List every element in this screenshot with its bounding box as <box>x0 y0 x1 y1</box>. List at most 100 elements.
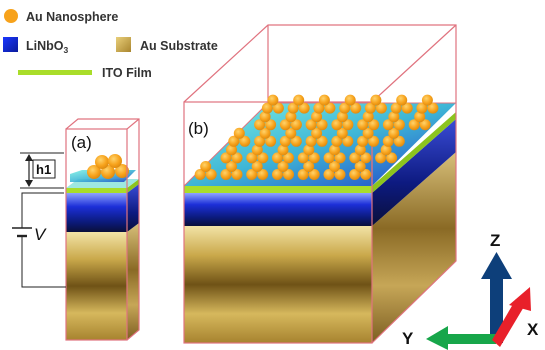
panel-b-nanosphere <box>308 152 320 164</box>
panel-b-nanosphere <box>350 102 362 114</box>
panel-b-nanosphere <box>419 119 431 131</box>
axis-z-shaft <box>490 276 503 343</box>
panel-a-nanosphere <box>95 155 109 169</box>
legend: Au Nanosphere LiNbO3 Au Substrate ITO Fi… <box>3 9 218 80</box>
panel-b-nanosphere <box>254 135 266 147</box>
panel-b-nanosphere <box>329 144 341 156</box>
panel-b-nanosphere <box>334 169 346 180</box>
panel-a-substrate-side <box>127 223 139 340</box>
legend-nanosphere-label: Au Nanosphere <box>26 10 118 24</box>
panel-b-nanosphere <box>239 135 251 147</box>
panel-b-outline <box>183 24 457 344</box>
panel-b-nanosphere <box>370 94 382 106</box>
panel-b-nanosphere <box>272 152 283 164</box>
panel-b-nanosphere <box>231 152 243 164</box>
panel-b-nanosphere <box>331 119 343 131</box>
panel-b-nanosphere <box>233 127 245 139</box>
voltage-label: V <box>34 225 47 244</box>
axis-y-shaft <box>446 334 496 344</box>
panel-b-device: (b) <box>183 24 457 344</box>
panel-b-nanosphere <box>283 152 294 164</box>
panel-b-nanosphere <box>323 152 335 164</box>
panel-b-nanosphere <box>313 102 325 114</box>
panel-b-nanosphere <box>386 152 398 164</box>
panel-b-nanosphere <box>354 144 366 156</box>
panel-a-label: (a) <box>71 133 92 152</box>
panel-b-label: (b) <box>188 119 209 138</box>
panel-b-nanosphere <box>396 94 408 106</box>
panel-b-nanosphere <box>368 119 380 131</box>
axis-x-arrowhead <box>509 287 531 311</box>
panel-b-nanosphere <box>259 127 271 139</box>
legend-substrate-label: Au Substrate <box>140 39 218 53</box>
panel-b-nanosphere <box>231 169 243 180</box>
panel-b-nanosphere <box>388 111 400 123</box>
panel-b-nanosphere <box>357 135 369 147</box>
panel-b-linbo3-side <box>372 119 456 226</box>
panel-b-nanosphere <box>349 169 361 180</box>
panel-a-ito-side <box>127 179 139 193</box>
panel-b-nanosphere <box>303 144 315 156</box>
axis-x-label: X <box>527 320 539 339</box>
panel-a-ito-film <box>66 188 127 193</box>
panel-b-nanosphere <box>375 102 387 114</box>
voltage-circuit <box>12 192 66 288</box>
panel-a-device: (a) <box>65 118 140 341</box>
coordinate-axes: Z Y X <box>402 231 539 350</box>
panel-b-nanosphere <box>261 102 273 114</box>
legend-linbo3-label: LiNbO3 <box>26 39 69 55</box>
panel-b-nanosphere <box>323 169 335 180</box>
panel-b-nanosphere <box>254 119 266 131</box>
panel-b-nanosphere <box>303 161 315 172</box>
panel-b-nanosphere <box>388 127 400 139</box>
panel-b-nanosphere <box>220 152 232 164</box>
panel-b-nanosphere <box>360 169 372 180</box>
panel-b-nanosphere <box>290 135 302 147</box>
panel-b-nanosphere <box>298 102 310 114</box>
panel-b-nanosphere <box>362 111 374 123</box>
panel-a-linbo3-side <box>127 184 139 232</box>
panel-b-nanosphere <box>257 152 269 164</box>
panel-a-substrate-front <box>66 232 127 340</box>
panel-b-nanosphere <box>285 111 297 123</box>
panel-b-nanosphere <box>364 102 376 114</box>
panel-b-nanosphere <box>279 135 291 147</box>
panel-b-nanosphere <box>368 135 380 147</box>
legend-linbo3-swatch <box>3 37 18 52</box>
panel-a-linbo3-front <box>66 193 127 232</box>
legend-nanosphere-swatch <box>4 9 18 23</box>
panel-b-nanosphere <box>382 119 394 131</box>
panel-b-nanosphere <box>277 161 289 172</box>
height-label: h1 <box>36 162 51 177</box>
panel-b-substrate-side <box>372 152 456 343</box>
panel-b-nanosphere <box>228 135 240 147</box>
panel-b-nanosphere <box>265 119 277 131</box>
panel-b-nanosphere <box>305 119 317 131</box>
panel-a-nanosphere <box>115 164 129 178</box>
legend-substrate-swatch <box>116 37 131 52</box>
panel-b-nanosphere-array <box>194 94 439 180</box>
panel-b-nanosphere <box>336 111 348 123</box>
panel-b-nanosphere <box>205 169 217 180</box>
panel-b-nanosphere <box>277 144 289 156</box>
panel-b-nanosphere <box>331 135 343 147</box>
legend-ito-label: ITO Film <box>102 66 152 80</box>
panel-b-nanosphere <box>290 119 302 131</box>
panel-b-nanosphere <box>362 127 374 139</box>
panel-b-nanosphere <box>259 111 271 123</box>
legend-linbo3-subscript: 3 <box>64 45 69 55</box>
panel-b-nanosphere <box>324 102 336 114</box>
panel-b-nanosphere <box>344 94 356 106</box>
panel-b-nanosphere <box>285 127 297 139</box>
panel-b-nanosphere <box>226 144 237 156</box>
axis-y-label: Y <box>402 329 414 348</box>
panel-b-nanosphere <box>380 144 392 156</box>
panel-b-nanosphere <box>305 135 317 147</box>
panel-b-nanosphere <box>267 94 279 106</box>
panel-b-ito-side <box>372 112 456 193</box>
panel-b-nanosphere <box>339 102 351 114</box>
panel-b-nanosphere <box>357 119 369 131</box>
panel-b-nanosphere <box>349 152 361 164</box>
